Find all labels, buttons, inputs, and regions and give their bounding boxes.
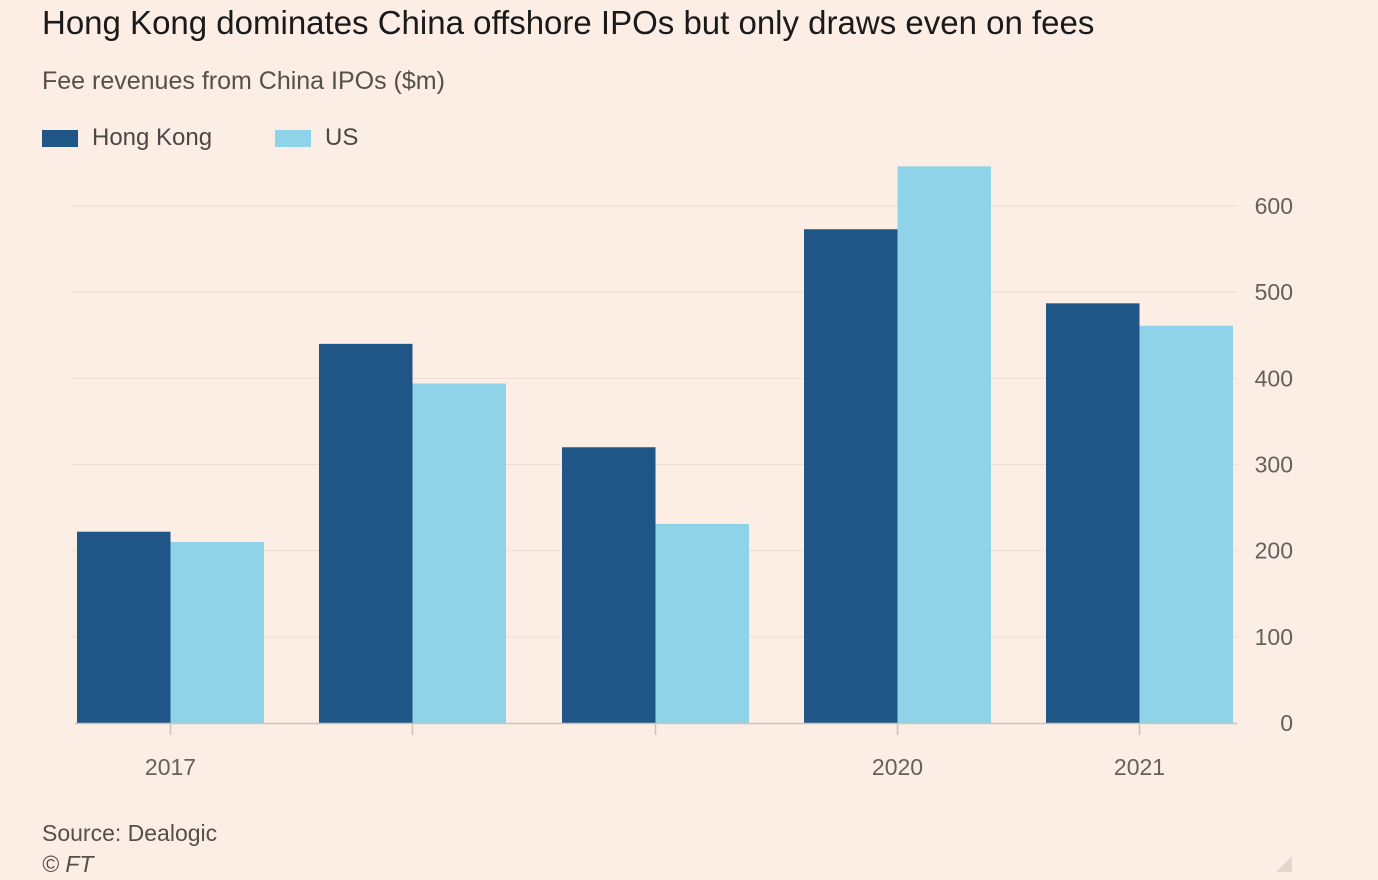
bar <box>1046 303 1140 723</box>
bar <box>77 531 171 723</box>
y-tick-label: 0 <box>1280 710 1293 736</box>
x-tick-label: 2021 <box>1114 754 1165 780</box>
legend-label-us: US <box>325 124 359 151</box>
legend-swatch-us <box>275 129 311 147</box>
copyright-note: © FT <box>42 851 94 877</box>
resize-corner-icon <box>1276 856 1292 872</box>
y-tick-label: 300 <box>1255 451 1293 477</box>
y-tick-label: 400 <box>1255 365 1293 391</box>
legend-item-us: US <box>275 124 358 152</box>
legend-label-hong-kong: Hong Kong <box>92 124 213 151</box>
bar <box>1139 325 1233 723</box>
bar <box>319 343 413 723</box>
y-tick-label: 600 <box>1255 193 1293 219</box>
x-tick-label: 2017 <box>145 754 196 780</box>
bar <box>170 542 264 723</box>
chart-subtitle: Fee revenues from China IPOs ($m) <box>42 67 445 95</box>
bar <box>412 383 506 723</box>
bar <box>562 447 656 723</box>
bar <box>804 229 898 723</box>
x-tick-label: 2020 <box>872 754 923 780</box>
bar <box>897 166 991 723</box>
source-note: Source: Dealogic <box>42 820 218 846</box>
y-tick-label: 100 <box>1255 624 1293 650</box>
chart-title: Hong Kong dominates China offshore IPOs … <box>42 4 1095 41</box>
legend-swatch-hong-kong <box>42 129 78 147</box>
y-tick-label: 500 <box>1255 279 1293 305</box>
legend-item-hong-kong: Hong Kong <box>42 124 212 152</box>
bar <box>655 523 749 723</box>
y-tick-label: 200 <box>1255 538 1293 564</box>
